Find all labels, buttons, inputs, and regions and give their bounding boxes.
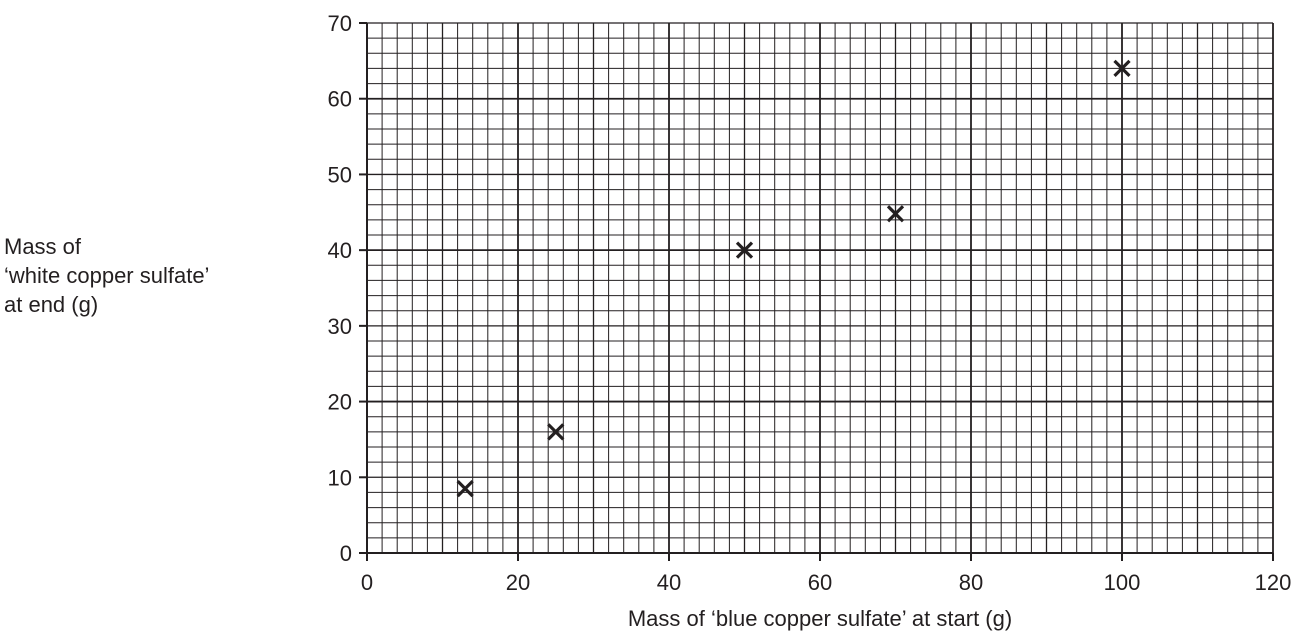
x-axis-label: Mass of ‘blue copper sulfate’ at start (… bbox=[627, 606, 1013, 631]
axis-ticks bbox=[359, 22, 1274, 561]
y-axis-label-line: Mass of bbox=[4, 234, 82, 259]
y-tick-label: 30 bbox=[328, 314, 352, 339]
y-axis-label-line: at end (g) bbox=[4, 292, 99, 317]
y-axis-label-line: ‘white copper sulfate’ bbox=[4, 263, 210, 288]
x-tick-label: 60 bbox=[808, 570, 832, 595]
y-tick-label: 40 bbox=[328, 238, 352, 263]
marker-stroke bbox=[886, 205, 905, 223]
tick-labels: 0 20 40 60 80 100 120 0 10 20 30 40 50 60 70 bbox=[328, 11, 1292, 595]
y-tick-label: 20 bbox=[328, 390, 352, 415]
marker-stroke bbox=[1113, 59, 1131, 78]
x-tick-label: 100 bbox=[1104, 570, 1141, 595]
x-tick-label: 20 bbox=[506, 570, 530, 595]
data-markers bbox=[456, 59, 1131, 498]
data-point-marker bbox=[547, 423, 565, 441]
marker-stroke bbox=[547, 423, 565, 441]
marker-stroke bbox=[456, 480, 474, 498]
data-point-marker bbox=[456, 480, 474, 498]
x-tick-label: 80 bbox=[959, 570, 983, 595]
data-point-marker bbox=[735, 241, 754, 259]
x-tick-label: 120 bbox=[1255, 570, 1292, 595]
data-point-marker bbox=[1113, 59, 1131, 78]
y-tick-label: 10 bbox=[328, 465, 352, 490]
y-tick-label: 70 bbox=[328, 11, 352, 36]
y-tick-label: 0 bbox=[340, 541, 352, 566]
y-axis-label: Mass of ‘white copper sulfate’ at end (g… bbox=[4, 232, 209, 319]
x-tick-label: 0 bbox=[361, 570, 373, 595]
x-tick-label: 40 bbox=[657, 570, 681, 595]
data-point-marker bbox=[886, 205, 905, 223]
marker-stroke bbox=[735, 241, 754, 259]
y-tick-label: 60 bbox=[328, 87, 352, 112]
y-tick-label: 50 bbox=[328, 162, 352, 187]
